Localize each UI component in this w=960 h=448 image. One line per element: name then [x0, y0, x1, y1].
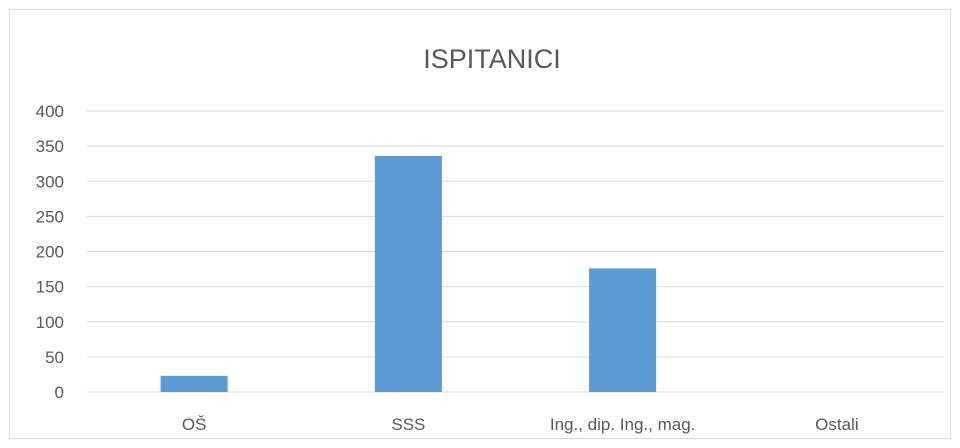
chart-title: ISPITANICI	[423, 44, 561, 74]
x-category-label: SSS	[391, 415, 425, 434]
y-tick-label: 100	[36, 313, 64, 332]
y-tick-label: 400	[36, 102, 64, 121]
x-category-label: Ostali	[815, 415, 858, 434]
y-tick-label: 250	[36, 207, 64, 226]
y-tick-label: 50	[45, 348, 64, 367]
y-tick-label: 0	[55, 383, 64, 402]
gridlines	[87, 110, 944, 393]
x-axis-categories: OŠ SSS Ing., dip. Ing., mag. Ostali	[182, 415, 859, 434]
bar	[374, 155, 442, 392]
x-category-label: OŠ	[182, 415, 207, 434]
bar	[589, 268, 657, 392]
y-tick-label: 200	[36, 243, 64, 262]
y-tick-label: 350	[36, 137, 64, 156]
x-category-label: Ing., dip. Ing., mag.	[550, 415, 696, 434]
y-axis-ticks: 0 50 100 150 200 250 300 350 400	[36, 102, 64, 402]
bars	[160, 155, 657, 392]
y-tick-label: 300	[36, 172, 64, 191]
bar	[160, 375, 228, 392]
y-tick-label: 150	[36, 278, 64, 297]
chart-frame	[9, 9, 951, 439]
